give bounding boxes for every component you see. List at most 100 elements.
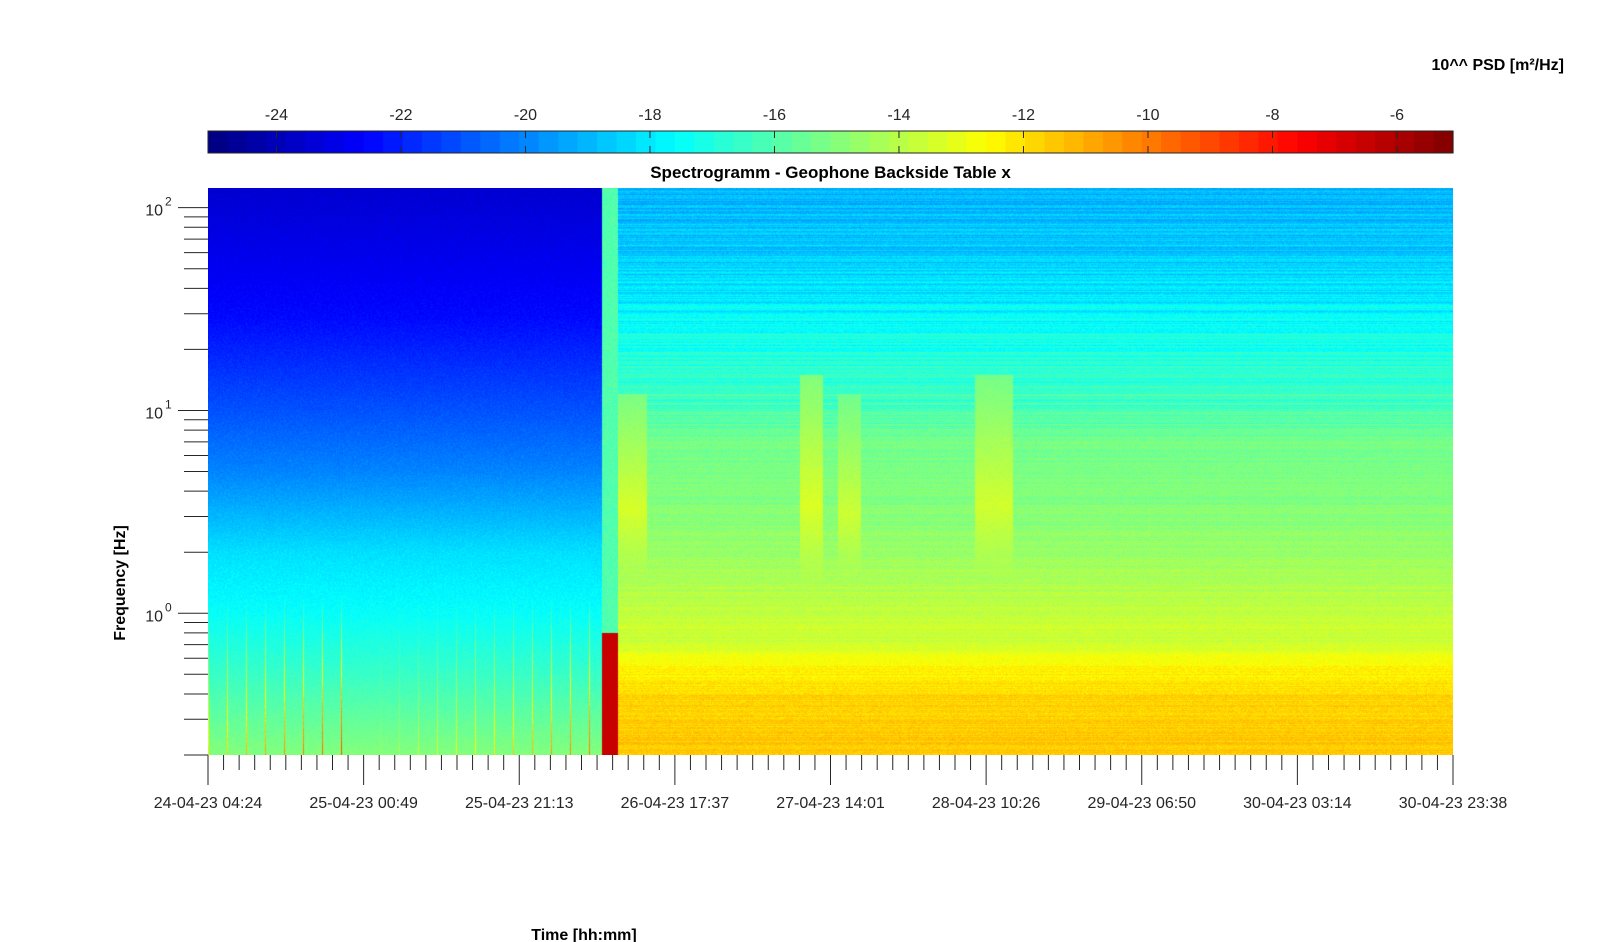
y-tick-label: 10	[145, 203, 163, 220]
colorbar-segment	[285, 131, 306, 153]
colorbar-frame	[207, 130, 1454, 154]
x-tick-label: 30-04-23 23:38	[1399, 795, 1508, 812]
colorbar-segment	[1122, 131, 1143, 153]
colorbar-gradient	[208, 131, 1454, 153]
colorbar-tick-label: -18	[638, 107, 661, 124]
colorbar-segment	[1180, 131, 1201, 153]
colorbar-segment	[1219, 131, 1240, 153]
colorbar-segment	[927, 131, 948, 153]
x-tick-label: 27-04-23 14:01	[776, 795, 885, 812]
colorbar-segment	[499, 131, 520, 153]
colorbar-tick-label: -8	[1265, 107, 1279, 124]
colorbar-segment	[305, 131, 326, 153]
colorbar-segment	[1161, 131, 1182, 153]
colorbar-segment	[1355, 131, 1376, 153]
colorbar-segment	[1433, 131, 1454, 153]
colorbar-segment	[441, 131, 462, 153]
y-tick-exponent: 0	[165, 600, 172, 614]
colorbar-ticks: -24 -22 -20 -18 -16 -14 -12 -10 -8 -6	[265, 107, 1404, 153]
colorbar-segment	[421, 131, 443, 153]
colorbar-segment	[1239, 131, 1260, 153]
colorbar-segment	[811, 131, 832, 153]
colorbar-segment	[344, 131, 365, 153]
x-tick-label: 25-04-23 00:49	[309, 795, 418, 812]
colorbar-tick-label: -22	[389, 107, 412, 124]
spectrogram-heatmap	[208, 188, 1453, 755]
colorbar-segment	[1336, 131, 1357, 153]
colorbar: -24 -22 -20 -18 -16 -14 -12 -10 -8 -6	[207, 107, 1454, 154]
colorbar-tick-label: -6	[1390, 107, 1404, 124]
colorbar-segment	[1375, 131, 1396, 153]
colorbar-tick-label: -10	[1136, 107, 1159, 124]
colorbar-tick-label: -14	[887, 107, 910, 124]
colorbar-segment	[1316, 131, 1337, 153]
x-axis: 24-04-23 04:24 25-04-23 00:49 25-04-23 21:…	[154, 755, 1508, 812]
x-tick-label: 30-04-23 03:14	[1243, 795, 1352, 812]
y-tick-label: 10	[145, 608, 163, 625]
colorbar-segment	[1200, 131, 1221, 153]
colorbar-segment	[713, 131, 734, 153]
colorbar-segment	[772, 131, 793, 153]
colorbar-segment	[791, 131, 812, 153]
colorbar-segment	[208, 131, 229, 153]
colorbar-segment	[888, 131, 909, 153]
y-tick-exponent: 2	[165, 195, 172, 209]
plot-area	[208, 188, 1453, 755]
colorbar-segment	[849, 131, 870, 153]
x-tick-label: 24-04-23 04:24	[154, 795, 263, 812]
colorbar-segment	[752, 131, 773, 153]
colorbar-segment	[966, 131, 987, 153]
colorbar-segment	[246, 131, 267, 153]
colorbar-segment	[1141, 131, 1162, 153]
colorbar-segment	[363, 131, 384, 153]
colorbar-segment	[402, 131, 423, 153]
colorbar-label: 10^^ PSD [m²/Hz]	[1432, 57, 1564, 74]
colorbar-segment	[324, 131, 345, 153]
colorbar-segment	[1394, 131, 1415, 153]
colorbar-segment	[1005, 131, 1026, 153]
colorbar-segment	[986, 131, 1007, 153]
colorbar-segment	[908, 131, 929, 153]
x-tick-label: 26-04-23 17:37	[621, 795, 730, 812]
x-tick-label: 25-04-23 21:13	[465, 795, 574, 812]
colorbar-segment	[558, 131, 579, 153]
colorbar-segment	[655, 131, 676, 153]
colorbar-segment	[616, 131, 637, 153]
colorbar-segment	[1083, 131, 1104, 153]
x-axis-label: Time [hh:mm]	[531, 927, 636, 942]
y-tick-label: 10	[145, 405, 163, 422]
x-tick-label: 28-04-23 10:26	[932, 795, 1041, 812]
colorbar-tick-label: -20	[514, 107, 537, 124]
colorbar-segment	[227, 131, 248, 153]
colorbar-segment	[597, 131, 618, 153]
colorbar-segment	[460, 131, 481, 153]
colorbar-segment	[1258, 131, 1279, 153]
colorbar-segment	[1063, 131, 1084, 153]
colorbar-segment	[1297, 131, 1318, 153]
colorbar-segment	[266, 131, 287, 153]
y-axis-label: Frequency [Hz]	[112, 525, 129, 641]
colorbar-segment	[538, 131, 559, 153]
colorbar-segment	[869, 131, 890, 153]
y-tick-exponent: 1	[165, 397, 172, 411]
colorbar-segment	[1102, 131, 1123, 153]
colorbar-segment	[947, 131, 968, 153]
colorbar-tick-label: -24	[265, 107, 288, 124]
colorbar-segment	[1277, 131, 1298, 153]
colorbar-tick-label: -16	[763, 107, 786, 124]
colorbar-segment	[635, 131, 657, 153]
colorbar-segment	[383, 131, 404, 153]
colorbar-segment	[1025, 131, 1046, 153]
colorbar-segment	[480, 131, 501, 153]
colorbar-segment	[1044, 131, 1065, 153]
colorbar-tick-label: -12	[1012, 107, 1035, 124]
colorbar-segment	[519, 131, 540, 153]
x-tick-label: 29-04-23 06:50	[1087, 795, 1196, 812]
colorbar-segment	[694, 131, 715, 153]
colorbar-segment	[733, 131, 754, 153]
colorbar-segment	[1414, 131, 1435, 153]
colorbar-segment	[674, 131, 695, 153]
colorbar-segment	[830, 131, 851, 153]
